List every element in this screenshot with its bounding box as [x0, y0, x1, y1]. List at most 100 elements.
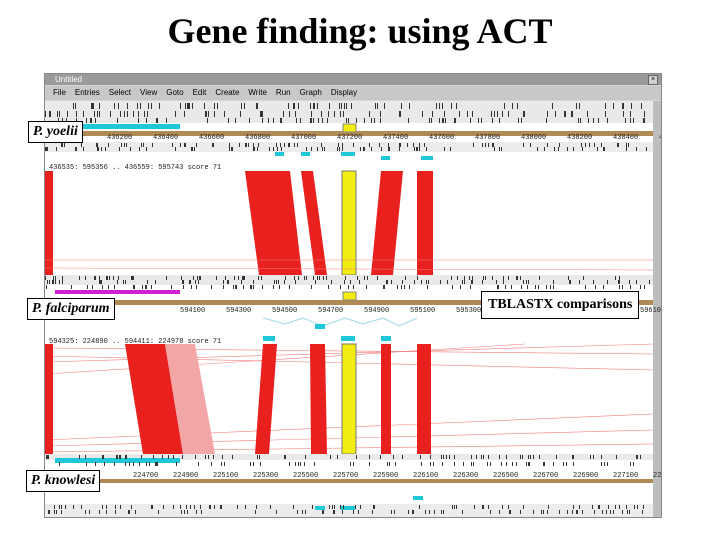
stop-codon-tick: [162, 455, 163, 459]
stop-codon-tick: [546, 285, 547, 289]
stop-codon-tick: [195, 455, 196, 459]
stop-codon-tick: [544, 147, 545, 151]
stop-codon-tick: [589, 143, 590, 147]
stop-codon-tick: [457, 276, 458, 280]
stop-codon-tick: [198, 280, 199, 284]
knowlesi-gene-feature[interactable]: [55, 458, 180, 463]
stop-codon-tick: [117, 118, 118, 123]
stop-codon-tick: [483, 276, 484, 280]
ruler-tick-label: 225900: [373, 472, 399, 480]
menu-entries[interactable]: Entries: [74, 88, 100, 97]
menu-run[interactable]: Run: [275, 88, 291, 97]
stop-codon-tick: [216, 276, 217, 280]
stop-codon-tick: [137, 103, 138, 109]
stop-codon-tick: [61, 505, 62, 509]
stop-codon-tick: [377, 276, 378, 280]
stop-codon-tick: [445, 118, 446, 123]
menu-graph[interactable]: Graph: [299, 88, 322, 97]
stop-codon-tick: [567, 510, 568, 514]
stop-codon-tick: [472, 276, 473, 280]
menu-file[interactable]: File: [53, 88, 66, 97]
stop-codon-tick: [53, 280, 54, 284]
stop-codon-tick: [120, 455, 121, 459]
stop-codon-tick: [181, 276, 182, 280]
menu-edit[interactable]: Edit: [192, 88, 207, 97]
stop-codon-tick: [95, 462, 96, 466]
stop-codon-tick: [223, 285, 224, 289]
stop-codon-tick: [573, 462, 574, 466]
stop-codon-tick: [322, 118, 323, 123]
stop-codon-tick: [421, 462, 422, 466]
ruler-tick-label: 594700: [318, 307, 344, 315]
stop-codon-tick: [384, 285, 385, 289]
bottom-match-blocks[interactable]: [45, 343, 431, 455]
stop-codon-tick: [175, 111, 176, 117]
stop-codon-tick: [399, 147, 400, 151]
stop-codon-tick: [113, 276, 114, 280]
menu-write[interactable]: Write: [248, 88, 267, 97]
stop-codon-tick: [607, 462, 608, 466]
stop-codon-tick: [449, 455, 450, 459]
stop-codon-tick: [429, 510, 430, 514]
stop-codon-tick: [640, 285, 641, 289]
stop-codon-tick: [108, 285, 109, 289]
stop-codon-tick: [364, 147, 365, 151]
yoelii-selected-feature[interactable]: [342, 123, 357, 133]
stop-codon-tick: [389, 462, 390, 466]
stop-codon-tick: [176, 462, 177, 466]
stop-codon-tick: [464, 280, 465, 284]
stop-codon-tick: [334, 111, 335, 117]
close-icon[interactable]: ×: [648, 75, 658, 85]
stop-codon-tick: [76, 111, 77, 117]
stop-codon-tick: [54, 510, 55, 514]
stop-codon-tick: [273, 118, 274, 123]
stop-codon-tick: [579, 103, 580, 109]
stop-codon-tick: [95, 276, 96, 280]
stop-codon-tick: [454, 462, 455, 466]
falciparum-gene-model[interactable]: [262, 317, 418, 327]
stop-codon-tick: [490, 462, 491, 466]
top-match-blocks[interactable]: [45, 170, 433, 276]
menu-display[interactable]: Display: [330, 88, 358, 97]
stop-codon-tick: [569, 280, 570, 284]
stop-codon-tick: [62, 276, 63, 280]
stop-codon-tick: [99, 510, 100, 514]
ruler-tick-label: 225500: [293, 472, 319, 480]
stop-codon-tick: [556, 455, 557, 459]
vertical-scrollbar[interactable]: [653, 101, 661, 517]
stop-codon-tick: [184, 111, 185, 117]
stop-codon-tick: [646, 147, 647, 151]
stop-codon-tick: [388, 143, 389, 147]
stop-codon-tick: [364, 276, 365, 280]
stop-codon-tick: [143, 143, 144, 147]
stop-codon-tick: [254, 147, 255, 151]
yoelii-gene-feature[interactable]: [55, 124, 180, 129]
stop-codon-tick: [439, 103, 440, 109]
stop-codon-tick: [550, 285, 551, 289]
stop-codon-tick: [528, 462, 529, 466]
stop-codon-tick: [409, 103, 410, 109]
falciparum-selection[interactable]: [55, 290, 180, 294]
stop-codon-tick: [97, 147, 98, 151]
menu-goto[interactable]: Goto: [166, 88, 184, 97]
stop-codon-tick: [582, 147, 583, 151]
menu-view[interactable]: View: [140, 88, 158, 97]
stop-codon-tick: [521, 285, 522, 289]
stop-codon-tick: [304, 276, 305, 280]
stop-codon-tick: [341, 103, 342, 109]
stop-codon-tick: [544, 462, 545, 466]
stop-codon-tick: [48, 510, 49, 514]
falciparum-selected-feature[interactable]: [342, 291, 357, 301]
stop-codon-tick: [434, 510, 435, 514]
stop-codon-tick: [613, 510, 614, 514]
stop-codon-tick: [474, 505, 475, 509]
stop-codon-tick: [54, 505, 55, 509]
stop-codon-tick: [108, 143, 109, 147]
menu-select[interactable]: Select: [108, 88, 132, 97]
stop-codon-tick: [83, 111, 84, 117]
stop-codon-tick: [384, 103, 385, 109]
stop-codon-tick: [114, 285, 115, 289]
stop-codon-tick: [383, 285, 384, 289]
menu-create[interactable]: Create: [215, 88, 240, 97]
stop-codon-tick: [295, 111, 296, 117]
